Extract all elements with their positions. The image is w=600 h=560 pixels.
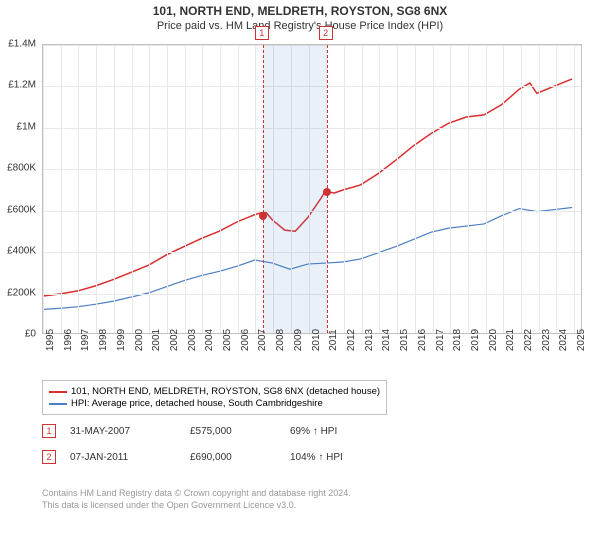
sale-date: 07-JAN-2011 [70,452,190,463]
legend-color-swatch [49,403,67,405]
gridline-vertical [450,45,451,333]
x-axis-label: 2015 [399,329,410,351]
legend: 101, NORTH END, MELDRETH, ROYSTON, SG8 6… [42,380,387,415]
gridline-vertical [415,45,416,333]
reference-marker-1: 1 [255,26,269,40]
x-axis-label: 2006 [240,329,251,351]
x-axis-label: 2001 [151,329,162,351]
chart-plot-area [42,44,582,334]
y-axis-label: £1M [0,121,36,132]
sale-record-row: 1 31-MAY-2007£575,00069% ↑ HPI [42,424,390,438]
x-axis-label: 2018 [452,329,463,351]
gridline-vertical [556,45,557,333]
gridline-vertical [96,45,97,333]
gridline-vertical [238,45,239,333]
y-axis-label: £0 [0,329,36,340]
footer-line-2: This data is licensed under the Open Gov… [42,500,351,512]
footer-line-1: Contains HM Land Registry data © Crown c… [42,488,351,500]
gridline-vertical [433,45,434,333]
x-axis-label: 2004 [204,329,215,351]
attribution-footer: Contains HM Land Registry data © Crown c… [42,488,351,511]
gridline-vertical [202,45,203,333]
x-axis-label: 1998 [98,329,109,351]
y-axis-label: £1.4M [0,39,36,50]
gridline-vertical [503,45,504,333]
x-axis-label: 2017 [435,329,446,351]
sale-reference-marker: 2 [42,450,56,464]
x-axis-label: 2025 [576,329,587,351]
x-axis-label: 2011 [328,329,339,351]
legend-color-swatch [49,391,67,393]
y-axis-label: £800K [0,163,36,174]
y-axis-label: £400K [0,246,36,257]
x-axis-label: 1996 [63,329,74,351]
x-axis-label: 2023 [541,329,552,351]
x-axis-label: 2007 [257,329,268,351]
y-axis-label: £600K [0,204,36,215]
gridline-vertical [114,45,115,333]
legend-label: 101, NORTH END, MELDRETH, ROYSTON, SG8 6… [71,386,380,397]
gridline-vertical [255,45,256,333]
gridline-vertical [132,45,133,333]
chart-subtitle: Price paid vs. HM Land Registry's House … [0,20,600,32]
x-axis-label: 2008 [275,329,286,351]
x-axis-label: 2000 [134,329,145,351]
x-axis-label: 2002 [169,329,180,351]
x-axis-label: 2020 [488,329,499,351]
legend-label: HPI: Average price, detached house, Sout… [71,398,323,409]
x-axis-label: 2022 [523,329,534,351]
gridline-vertical [167,45,168,333]
gridline-vertical [574,45,575,333]
x-axis-label: 2013 [364,329,375,351]
x-axis-label: 2010 [311,329,322,351]
reference-dot [323,188,331,196]
sale-record-row: 2 07-JAN-2011£690,000104% ↑ HPI [42,450,390,464]
x-axis-label: 2003 [187,329,198,351]
x-axis-label: 2024 [558,329,569,351]
gridline-vertical [539,45,540,333]
sale-price: £690,000 [190,452,290,463]
sale-price: £575,000 [190,426,290,437]
legend-item: HPI: Average price, detached house, Sout… [49,398,380,409]
gridline-vertical [149,45,150,333]
x-axis-label: 1997 [80,329,91,351]
x-axis-label: 1995 [45,329,56,351]
gridline-vertical [61,45,62,333]
reference-marker-2: 2 [319,26,333,40]
gridline-vertical [344,45,345,333]
x-axis-label: 2009 [293,329,304,351]
sale-hpi-delta: 104% ↑ HPI [290,452,390,463]
gridline-vertical [486,45,487,333]
gridline-vertical [397,45,398,333]
gridline-vertical [521,45,522,333]
y-axis-label: £1.2M [0,80,36,91]
gridline-vertical [43,45,44,333]
x-axis-label: 2012 [346,329,357,351]
gridline-vertical [78,45,79,333]
gridline-vertical [185,45,186,333]
sale-hpi-delta: 69% ↑ HPI [290,426,390,437]
gridline-vertical [220,45,221,333]
gridline-vertical [379,45,380,333]
x-axis-label: 2014 [381,329,392,351]
x-axis-label: 2016 [417,329,428,351]
chart-title: 101, NORTH END, MELDRETH, ROYSTON, SG8 6… [0,4,600,18]
shaded-date-band [263,45,327,333]
x-axis-label: 2019 [470,329,481,351]
legend-item: 101, NORTH END, MELDRETH, ROYSTON, SG8 6… [49,386,380,397]
sale-reference-marker: 1 [42,424,56,438]
reference-line [263,45,264,333]
x-axis-label: 2005 [222,329,233,351]
x-axis-label: 2021 [505,329,516,351]
y-axis-label: £200K [0,287,36,298]
sale-date: 31-MAY-2007 [70,426,190,437]
x-axis-label: 1999 [116,329,127,351]
gridline-vertical [468,45,469,333]
reference-dot [259,212,267,220]
gridline-vertical [362,45,363,333]
